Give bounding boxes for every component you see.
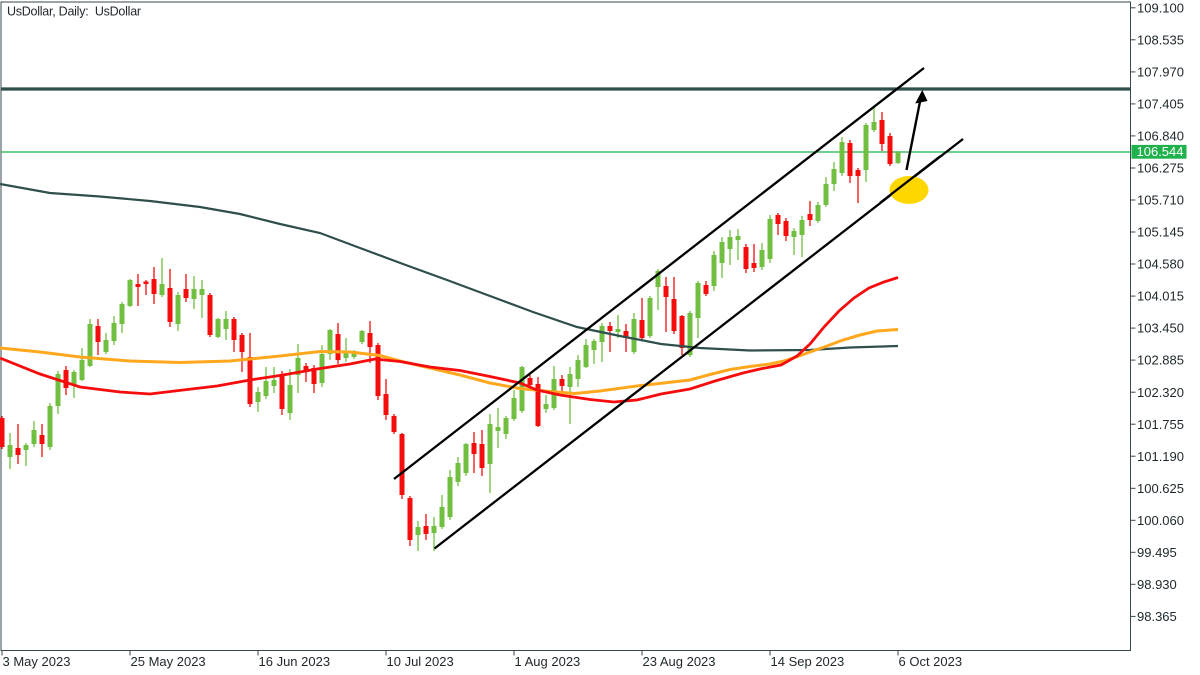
svg-text:104.015: 104.015: [1137, 289, 1184, 304]
svg-text:100.060: 100.060: [1137, 513, 1184, 528]
svg-text:98.365: 98.365: [1137, 609, 1177, 624]
svg-text:16 Jun 2023: 16 Jun 2023: [259, 654, 331, 669]
svg-text:103.450: 103.450: [1137, 321, 1184, 336]
svg-text:106.840: 106.840: [1137, 129, 1184, 144]
svg-text:100.625: 100.625: [1137, 481, 1184, 496]
svg-text:108.535: 108.535: [1137, 32, 1184, 47]
svg-text:109.100: 109.100: [1137, 0, 1184, 15]
svg-text:102.320: 102.320: [1137, 385, 1184, 400]
svg-text:23 Aug 2023: 23 Aug 2023: [643, 654, 716, 669]
svg-text:1 Aug 2023: 1 Aug 2023: [515, 654, 581, 669]
svg-text:10 Jul 2023: 10 Jul 2023: [387, 654, 454, 669]
svg-text:104.580: 104.580: [1137, 257, 1184, 272]
svg-text:107.405: 107.405: [1137, 97, 1184, 112]
svg-text:102.885: 102.885: [1137, 353, 1184, 368]
svg-text:101.755: 101.755: [1137, 417, 1184, 432]
svg-text:105.710: 105.710: [1137, 193, 1184, 208]
svg-text:106.544: 106.544: [1137, 144, 1184, 159]
svg-text:99.495: 99.495: [1137, 545, 1177, 560]
svg-text:6 Oct 2023: 6 Oct 2023: [899, 654, 963, 669]
svg-text:14 Sep 2023: 14 Sep 2023: [771, 654, 845, 669]
svg-text:3 May 2023: 3 May 2023: [3, 654, 71, 669]
svg-text:101.190: 101.190: [1137, 449, 1184, 464]
svg-text:25 May 2023: 25 May 2023: [131, 654, 206, 669]
svg-text:98.930: 98.930: [1137, 577, 1177, 592]
svg-text:105.145: 105.145: [1137, 225, 1184, 240]
svg-text:107.970: 107.970: [1137, 65, 1184, 80]
svg-text:106.275: 106.275: [1137, 161, 1184, 176]
svg-text:UsDollar, Daily: UsDollar: UsDollar, Daily: UsDollar: [7, 4, 141, 18]
